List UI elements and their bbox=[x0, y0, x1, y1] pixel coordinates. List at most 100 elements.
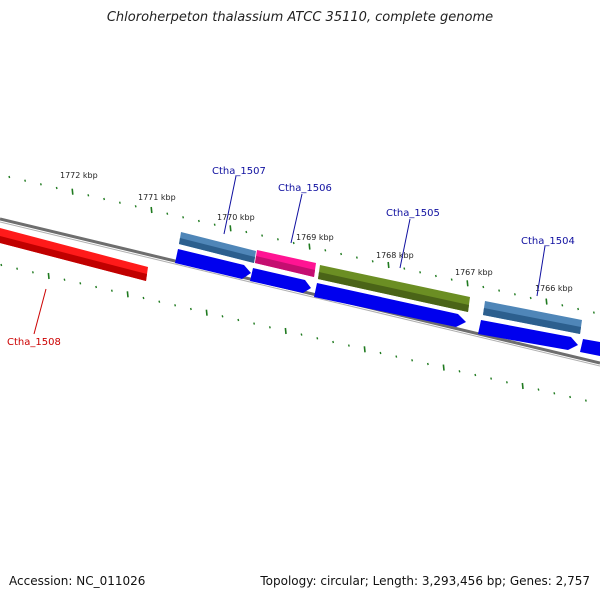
minor-tick bbox=[324, 249, 327, 252]
gene-label-ctha-1504[interactable]: Ctha_1504 bbox=[521, 236, 575, 247]
minor-tick bbox=[419, 271, 422, 274]
minor-tick bbox=[411, 359, 414, 362]
major-tick bbox=[229, 225, 232, 232]
cds-arrow[interactable] bbox=[175, 249, 251, 279]
minor-tick bbox=[8, 175, 11, 179]
minor-tick bbox=[300, 333, 303, 336]
major-tick bbox=[387, 261, 390, 269]
gene-label-ctha-1506[interactable]: Ctha_1506 bbox=[278, 183, 332, 194]
minor-tick bbox=[450, 278, 453, 281]
gene-label-ctha-1507[interactable]: Ctha_1507 bbox=[212, 166, 266, 177]
minor-tick bbox=[95, 285, 98, 289]
gene-features bbox=[0, 228, 582, 334]
minor-tick bbox=[221, 315, 224, 318]
cds-features bbox=[175, 249, 600, 356]
major-tick bbox=[545, 298, 548, 305]
minor-tick bbox=[182, 216, 185, 219]
major-tick bbox=[205, 309, 208, 316]
minor-tick bbox=[103, 197, 106, 201]
cds-arrow[interactable] bbox=[580, 339, 600, 356]
scale-label: 1770 kbp bbox=[217, 213, 255, 222]
gene-shade bbox=[318, 272, 469, 312]
minor-tick bbox=[340, 252, 343, 256]
minor-tick bbox=[316, 337, 319, 340]
minor-tick bbox=[371, 260, 374, 263]
accession-text: Accession: NC_011026 bbox=[9, 574, 146, 588]
minor-tick bbox=[347, 344, 350, 347]
minor-tick bbox=[561, 304, 564, 307]
gene-shade bbox=[0, 236, 147, 281]
minor-tick bbox=[166, 212, 169, 215]
minor-tick bbox=[79, 282, 82, 285]
major-tick bbox=[150, 206, 153, 214]
major-tick bbox=[126, 291, 129, 298]
minor-tick bbox=[197, 219, 200, 223]
minor-tick bbox=[87, 194, 90, 197]
minor-tick bbox=[403, 267, 406, 270]
label-leader bbox=[536, 245, 546, 297]
scale-label: 1767 kbp bbox=[455, 268, 493, 277]
minor-tick bbox=[134, 205, 137, 208]
minor-tick bbox=[426, 362, 429, 366]
gene-shade bbox=[483, 308, 581, 334]
minor-tick bbox=[39, 183, 42, 186]
cds-arrow[interactable] bbox=[250, 268, 311, 293]
minor-tick bbox=[434, 274, 437, 278]
label-leader bbox=[290, 193, 303, 244]
scale-label: 1766 kbp bbox=[535, 284, 573, 293]
minor-tick bbox=[0, 263, 3, 267]
major-tick bbox=[71, 188, 74, 195]
minor-tick bbox=[553, 392, 556, 395]
minor-tick bbox=[355, 256, 358, 259]
major-tick bbox=[363, 346, 366, 353]
minor-tick bbox=[24, 179, 27, 182]
scale-label: 1769 kbp bbox=[296, 233, 334, 242]
minor-tick bbox=[142, 296, 145, 300]
map-title: Chloroherpeton thalassium ATCC 35110, co… bbox=[106, 10, 494, 25]
minor-tick bbox=[458, 370, 461, 373]
minor-tick bbox=[513, 293, 516, 296]
minor-tick bbox=[16, 267, 19, 270]
major-tick bbox=[442, 364, 445, 371]
gene-label-ctha-1505[interactable]: Ctha_1505 bbox=[386, 208, 440, 219]
minor-tick bbox=[490, 377, 493, 380]
minor-tick bbox=[110, 289, 113, 292]
minor-tick bbox=[379, 351, 382, 355]
scale-ticks-lower bbox=[0, 263, 587, 402]
label-leader bbox=[399, 218, 411, 269]
cds-arrow[interactable] bbox=[478, 320, 578, 350]
minor-tick bbox=[537, 388, 540, 391]
genome-summary-text: Topology: circular; Length: 3,293,456 bp… bbox=[260, 574, 590, 588]
gene-shade bbox=[179, 238, 255, 263]
minor-tick bbox=[529, 296, 532, 300]
major-tick bbox=[521, 382, 524, 390]
minor-tick bbox=[158, 300, 161, 303]
minor-tick bbox=[174, 304, 177, 307]
label-leader bbox=[223, 175, 237, 235]
minor-tick bbox=[332, 340, 335, 344]
scale-ticks-upper bbox=[8, 175, 595, 314]
minor-tick bbox=[213, 223, 216, 226]
gene-label-ctha-1508[interactable]: Ctha_1508 bbox=[7, 337, 61, 348]
major-tick bbox=[308, 243, 311, 250]
minor-tick bbox=[474, 373, 477, 377]
minor-tick bbox=[63, 278, 66, 281]
minor-tick bbox=[482, 285, 485, 289]
major-tick bbox=[466, 280, 469, 287]
minor-tick bbox=[31, 271, 34, 274]
minor-tick bbox=[498, 289, 501, 292]
minor-tick bbox=[55, 186, 58, 190]
scale-labels: 1772 kbp 1771 kbp 1770 kbp 1769 kbp 1768… bbox=[60, 171, 573, 293]
minor-tick bbox=[577, 307, 580, 311]
minor-tick bbox=[118, 201, 121, 204]
minor-tick bbox=[189, 307, 192, 311]
minor-tick bbox=[505, 381, 508, 384]
minor-tick bbox=[584, 399, 587, 402]
minor-tick bbox=[245, 230, 248, 234]
cds-arrow[interactable] bbox=[314, 283, 466, 327]
minor-tick bbox=[395, 355, 398, 358]
minor-tick bbox=[253, 322, 256, 325]
minor-tick bbox=[237, 318, 240, 322]
